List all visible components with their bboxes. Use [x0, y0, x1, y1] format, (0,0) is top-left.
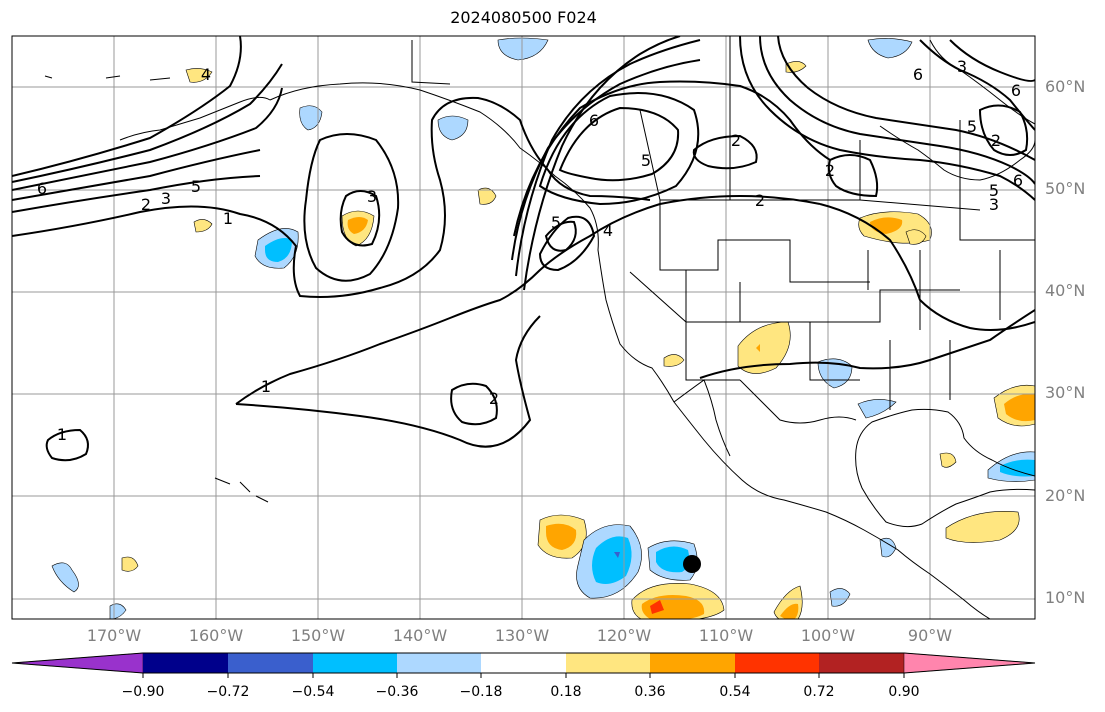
colorbar-label: 0.72	[803, 684, 835, 700]
colorbar-label: 0.18	[550, 684, 582, 700]
lon-label-150w: 150°W	[290, 626, 346, 645]
lon-label-120w: 120°W	[596, 626, 652, 645]
contour-label: 3	[957, 57, 967, 76]
storm-position-marker	[683, 555, 701, 573]
colorbar-segment	[228, 653, 313, 673]
colorbar-label: −0.90	[121, 684, 165, 700]
contour-label: 4	[603, 221, 613, 240]
lat-label-40n: 40°N	[1045, 281, 1086, 300]
colorbar-segment	[143, 653, 228, 673]
contour-lines	[12, 36, 1035, 462]
contour-label: 1	[261, 377, 271, 396]
contour-label: 2	[489, 389, 499, 408]
colorbar-label: −0.36	[375, 684, 419, 700]
colorbar	[11, 652, 1036, 678]
lon-label-90w: 90°W	[907, 626, 953, 645]
colorbar-extend-right	[903, 652, 1036, 674]
contour-label: 4	[201, 65, 211, 84]
contour-label: 5	[551, 213, 561, 232]
colorbar-segment	[481, 653, 566, 673]
contour-label: 1	[223, 209, 233, 228]
contour-label: 2	[755, 191, 765, 210]
colorbar-label: 0.54	[719, 684, 751, 700]
contour-label: 1	[57, 425, 67, 444]
colorbar-segment	[397, 653, 481, 673]
contour-label: 6	[913, 65, 923, 84]
contour-label: 6	[1011, 81, 1021, 100]
colorbar-extend-left	[11, 652, 144, 674]
colorbar-segment	[566, 653, 650, 673]
colorbar-segment	[650, 653, 735, 673]
contour-label: 5	[191, 177, 201, 196]
lat-label-20n: 20°N	[1045, 486, 1086, 505]
contour-label: 3	[367, 187, 377, 206]
lat-label-60n: 60°N	[1045, 77, 1086, 96]
lon-label-130w: 130°W	[494, 626, 550, 645]
contour-label-group: 6 5 3 2 1 4 3 6 5 2 2 2 5 4 1 2 1 3 6 5 …	[37, 57, 1023, 444]
lon-label-160w: 160°W	[188, 626, 244, 645]
coastlines	[44, 36, 1035, 619]
contour-label: 5	[967, 117, 977, 136]
contour-label: 5	[641, 151, 651, 170]
lon-label-100w: 100°W	[800, 626, 856, 645]
anomaly-shading	[51, 37, 1035, 619]
colorbar-label: −0.54	[291, 684, 335, 700]
colorbar-segment	[735, 653, 819, 673]
lat-label-10n: 10°N	[1045, 588, 1086, 607]
map-frame	[11, 35, 1036, 620]
map-title: 2024080500 F024	[450, 8, 597, 27]
contour-label: 3	[989, 195, 999, 214]
contour-label: 6	[37, 179, 47, 198]
contour-label: 5	[989, 181, 999, 200]
contour-label: 6	[589, 111, 599, 130]
lon-label-170w: 170°W	[86, 626, 142, 645]
colorbar-label: 0.90	[888, 684, 920, 700]
contour-label: 2	[991, 131, 1001, 150]
contour-label: 2	[731, 131, 741, 150]
contour-label: 2	[825, 161, 835, 180]
colorbar-label: 0.36	[634, 684, 666, 700]
colorbar-segment	[819, 653, 904, 673]
contour-label: 6	[1013, 171, 1023, 190]
lon-label-140w: 140°W	[392, 626, 448, 645]
map-frame-background	[12, 36, 1035, 619]
colorbar-segment	[313, 653, 397, 673]
lat-label-30n: 30°N	[1045, 383, 1086, 402]
colorbar-label: −0.72	[206, 684, 250, 700]
lon-label-110w: 110°W	[698, 626, 754, 645]
colorbar-label: −0.18	[459, 684, 503, 700]
graticule	[12, 36, 1035, 619]
lat-label-50n: 50°N	[1045, 179, 1086, 198]
contour-label: 2	[141, 195, 151, 214]
contour-label: 3	[161, 189, 171, 208]
